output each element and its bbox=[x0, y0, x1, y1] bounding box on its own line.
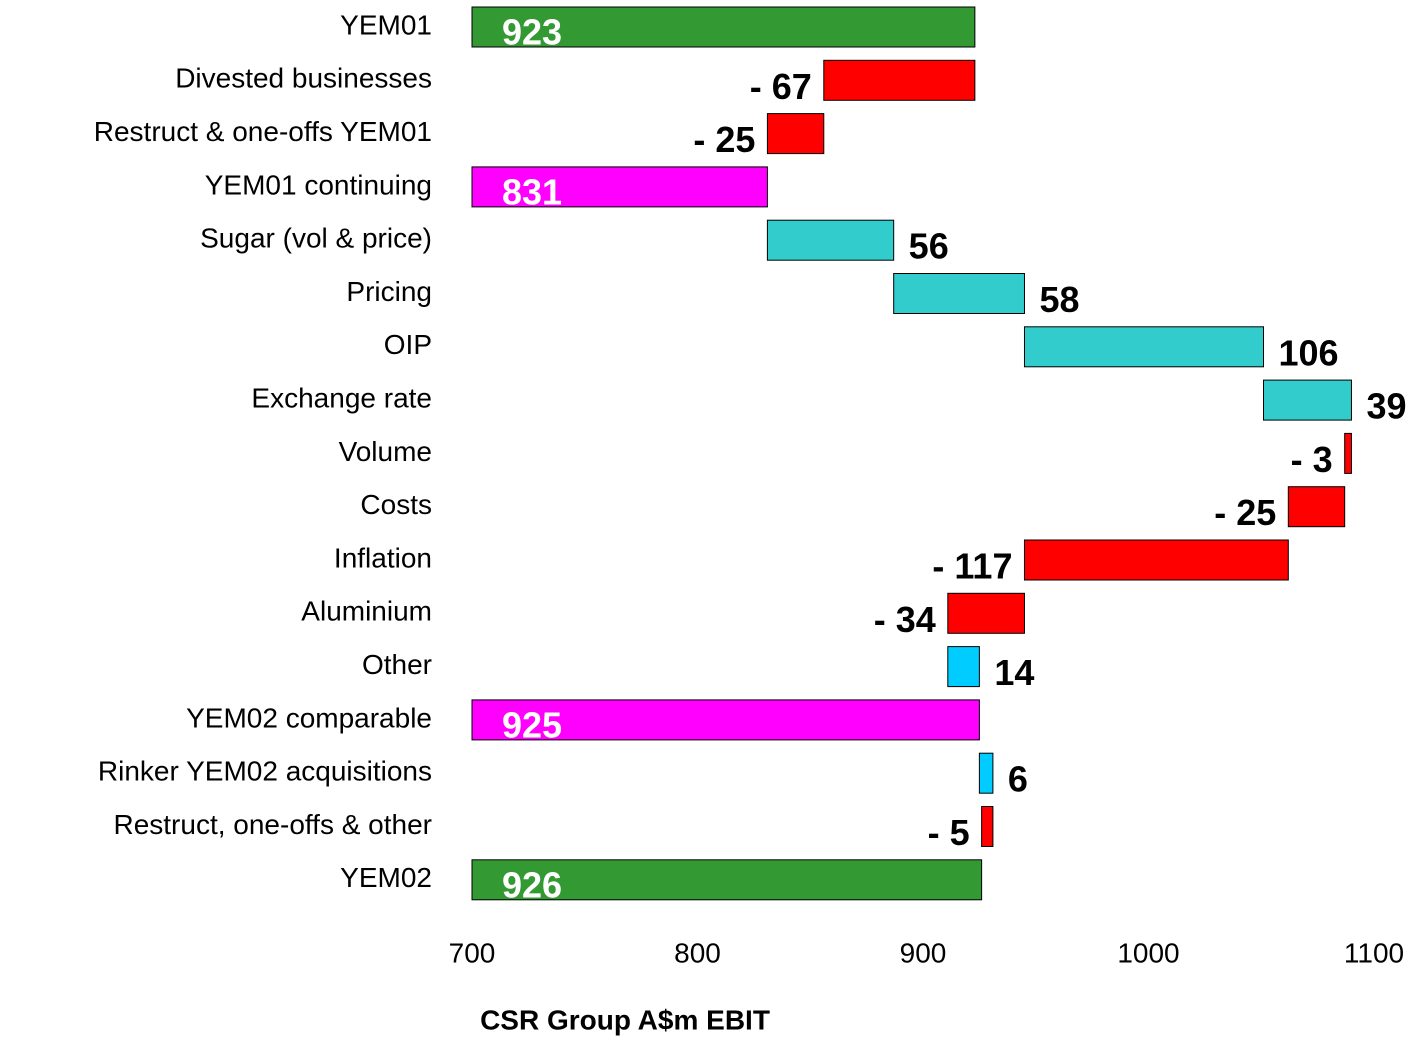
value-label: - 117 bbox=[932, 546, 1012, 587]
value-label: 925 bbox=[502, 704, 562, 745]
category-label: Sugar (vol & price) bbox=[200, 223, 432, 254]
category-label: Inflation bbox=[334, 542, 432, 573]
category-label: Exchange rate bbox=[251, 382, 432, 413]
bar bbox=[471, 166, 768, 208]
bar bbox=[1263, 379, 1352, 421]
bar bbox=[1023, 539, 1289, 581]
bar bbox=[766, 113, 825, 155]
category-label: Rinker YEM02 acquisitions bbox=[98, 756, 432, 787]
value-label: 14 bbox=[994, 652, 1034, 693]
value-label: - 25 bbox=[1214, 492, 1276, 533]
x-axis-title: CSR Group A$m EBIT bbox=[480, 1004, 770, 1035]
x-tick-label: 1100 bbox=[1344, 937, 1404, 968]
category-label: Aluminium bbox=[301, 596, 432, 627]
bar bbox=[471, 699, 980, 741]
value-label: 6 bbox=[1008, 759, 1028, 800]
category-label: YEM02 comparable bbox=[186, 702, 432, 733]
bar bbox=[471, 859, 983, 901]
value-label: - 3 bbox=[1291, 439, 1333, 480]
bar bbox=[947, 592, 1025, 634]
bar bbox=[981, 806, 994, 847]
category-label: YEM02 bbox=[340, 862, 432, 893]
value-label: 106 bbox=[1279, 332, 1339, 373]
bar bbox=[471, 6, 976, 48]
category-label: Volume bbox=[339, 436, 432, 467]
category-label: OIP bbox=[384, 329, 432, 360]
bar bbox=[947, 646, 980, 688]
x-tick-label: 900 bbox=[900, 937, 947, 968]
category-label: Pricing bbox=[346, 276, 432, 307]
category-label: YEM01 bbox=[340, 9, 432, 40]
bar bbox=[893, 273, 1025, 314]
value-label: - 67 bbox=[750, 66, 812, 107]
bar bbox=[978, 752, 994, 794]
category-label: Costs bbox=[360, 489, 432, 520]
value-label: 58 bbox=[1039, 279, 1079, 320]
bar bbox=[766, 219, 895, 261]
category-label: YEM01 continuing bbox=[205, 169, 432, 200]
value-label: 926 bbox=[502, 864, 562, 905]
category-label: Restruct, one-offs & other bbox=[113, 809, 432, 840]
category-label: Other bbox=[362, 649, 432, 680]
category-label: Divested businesses bbox=[175, 63, 432, 94]
value-label: - 25 bbox=[693, 119, 755, 160]
category-label: Restruct & one-offs YEM01 bbox=[94, 116, 432, 147]
value-label: 831 bbox=[502, 171, 562, 212]
value-label: 56 bbox=[909, 226, 949, 267]
x-tick-label: 700 bbox=[449, 937, 496, 968]
x-tick-label: 800 bbox=[674, 937, 721, 968]
value-label: 923 bbox=[502, 12, 562, 53]
value-label: - 34 bbox=[874, 599, 936, 640]
value-label: 39 bbox=[1366, 386, 1406, 427]
bar bbox=[1344, 432, 1352, 474]
bar bbox=[1287, 486, 1346, 528]
value-label: - 5 bbox=[928, 812, 970, 853]
bar bbox=[1023, 326, 1265, 368]
x-tick-label: 1000 bbox=[1117, 937, 1179, 968]
bar bbox=[823, 59, 976, 101]
